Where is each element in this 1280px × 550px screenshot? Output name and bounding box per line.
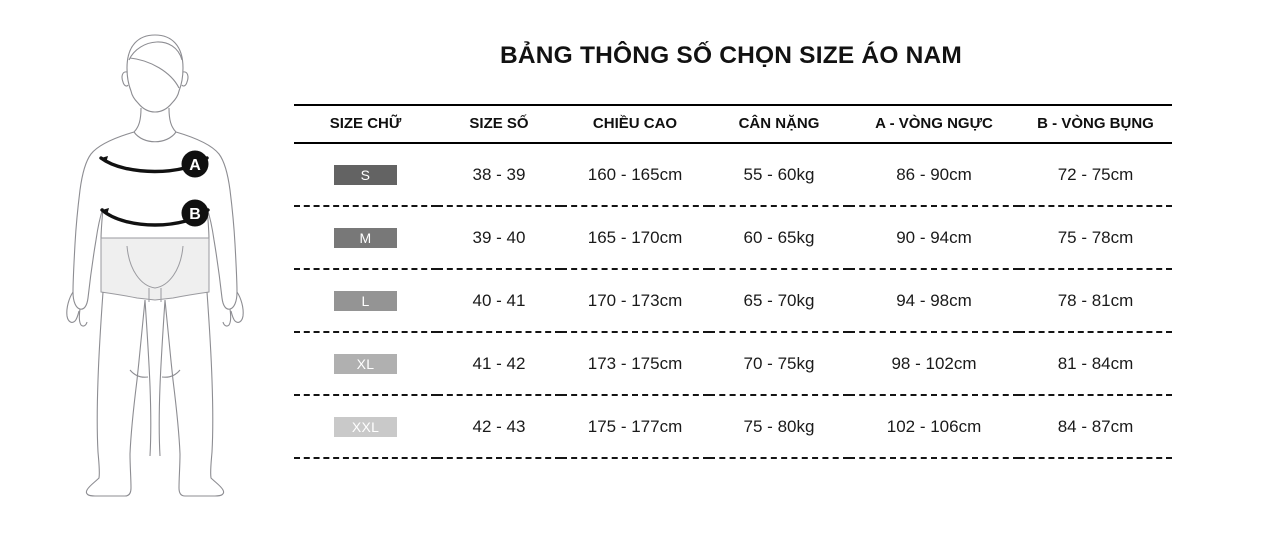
cell-weight: 55 - 60kg [709,143,849,207]
cell-height: 170 - 173cm [561,269,709,333]
table-row: XL 41 - 42 173 - 175cm 70 - 75kg 98 - 102cm 8… [294,332,1172,396]
hairline [128,41,183,61]
cell-waist: 72 - 75cm [1019,143,1172,207]
hand-left [66,291,80,323]
cell-weight: 65 - 70kg [709,269,849,333]
hand-left-thumb [78,308,88,327]
marker-a-label: A [189,157,201,174]
cell-size-number: 39 - 40 [437,206,561,270]
ear-left [121,71,129,87]
cell-height: 165 - 170cm [561,206,709,270]
knee-left [129,369,149,378]
cell-height: 173 - 175cm [561,332,709,396]
cell-waist: 78 - 81cm [1019,269,1172,333]
cell-waist: 81 - 84cm [1019,332,1172,396]
knee-right [161,369,181,378]
collarbone [133,131,177,143]
size-badge: M [334,227,397,248]
leg-right [164,291,225,497]
size-badge: S [334,164,397,185]
neck-left [133,107,142,133]
page-title: BẢNG THÔNG SỐ CHỌN SIZE ÁO NAM [500,42,962,69]
size-chart-body: S 38 - 39 160 - 165cm 55 - 60kg 86 - 90cm 72 … [294,143,1172,459]
size-badge: L [334,290,397,311]
cell-waist: 75 - 78cm [1019,206,1172,270]
cell-weight: 75 - 80kg [709,395,849,459]
cell-weight: 60 - 65kg [709,206,849,270]
column-header-size-letter: SIZE CHỮ [294,104,437,144]
cell-size-number: 38 - 39 [437,143,561,207]
cell-size-number: 40 - 41 [437,269,561,333]
body-outline [66,34,244,327]
cell-chest: 94 - 98cm [849,269,1019,333]
inner-thigh-right [158,299,166,457]
neck-right [168,107,177,133]
inner-thigh-left [144,299,152,457]
cell-size-letter: M [294,206,437,270]
table-header-row: SIZE CHỮ SIZE SỐ CHIỀU CAO CÂN NẶNG A - … [294,104,1172,144]
column-header-weight: CÂN NẶNG [709,104,849,144]
male-body-illustration: A B [66,34,244,497]
ear-right [181,71,189,87]
marker-b: B [181,199,209,227]
size-chart-panel: BẢNG THÔNG SỐ CHỌN SIZE ÁO NAM SIZE CHỮ … [290,0,1280,550]
hand-right [230,291,244,323]
cell-chest: 98 - 102cm [849,332,1019,396]
table-row: L 40 - 41 170 - 173cm 65 - 70kg 94 - 98cm 78 … [294,269,1172,333]
measure-band-a-arrow [101,156,108,163]
cell-chest: 86 - 90cm [849,143,1019,207]
legs-outline [85,291,225,497]
column-header-waist: B - VÒNG BỤNG [1019,104,1172,144]
table-row: M 39 - 40 165 - 170cm 60 - 65kg 90 - 94cm 75 … [294,206,1172,270]
cell-weight: 70 - 75kg [709,332,849,396]
cell-height: 160 - 165cm [561,143,709,207]
table-row: S 38 - 39 160 - 165cm 55 - 60kg 86 - 90cm 72 … [294,143,1172,207]
hand-right-thumb [222,308,232,327]
boxer-briefs [100,237,210,302]
marker-b-label: B [189,206,201,223]
column-header-chest: A - VÒNG NGỰC [849,104,1019,144]
marker-a: A [181,150,209,178]
leg-left [85,291,146,497]
cell-size-letter: L [294,269,437,333]
cell-chest: 90 - 94cm [849,206,1019,270]
table-row: XXL 42 - 43 175 - 177cm 75 - 80kg 102 - 106c… [294,395,1172,459]
body-figure-panel: A B [0,0,290,550]
size-badge: XXL [334,416,397,437]
cell-chest: 102 - 106cm [849,395,1019,459]
cell-size-letter: XXL [294,395,437,459]
cell-size-letter: S [294,143,437,207]
column-header-size-number: SIZE SỐ [437,104,561,144]
cell-waist: 84 - 87cm [1019,395,1172,459]
cell-size-number: 41 - 42 [437,332,561,396]
cell-height: 175 - 177cm [561,395,709,459]
hair-sweep [129,57,180,89]
cell-size-letter: XL [294,332,437,396]
size-badge: XL [334,353,397,374]
measure-band-b-arrow [102,208,109,215]
column-header-height: CHIỀU CAO [561,104,709,144]
size-chart-table: SIZE CHỮ SIZE SỐ CHIỀU CAO CÂN NẶNG A - … [294,104,1172,459]
head-outline [126,34,184,113]
cell-size-number: 42 - 43 [437,395,561,459]
